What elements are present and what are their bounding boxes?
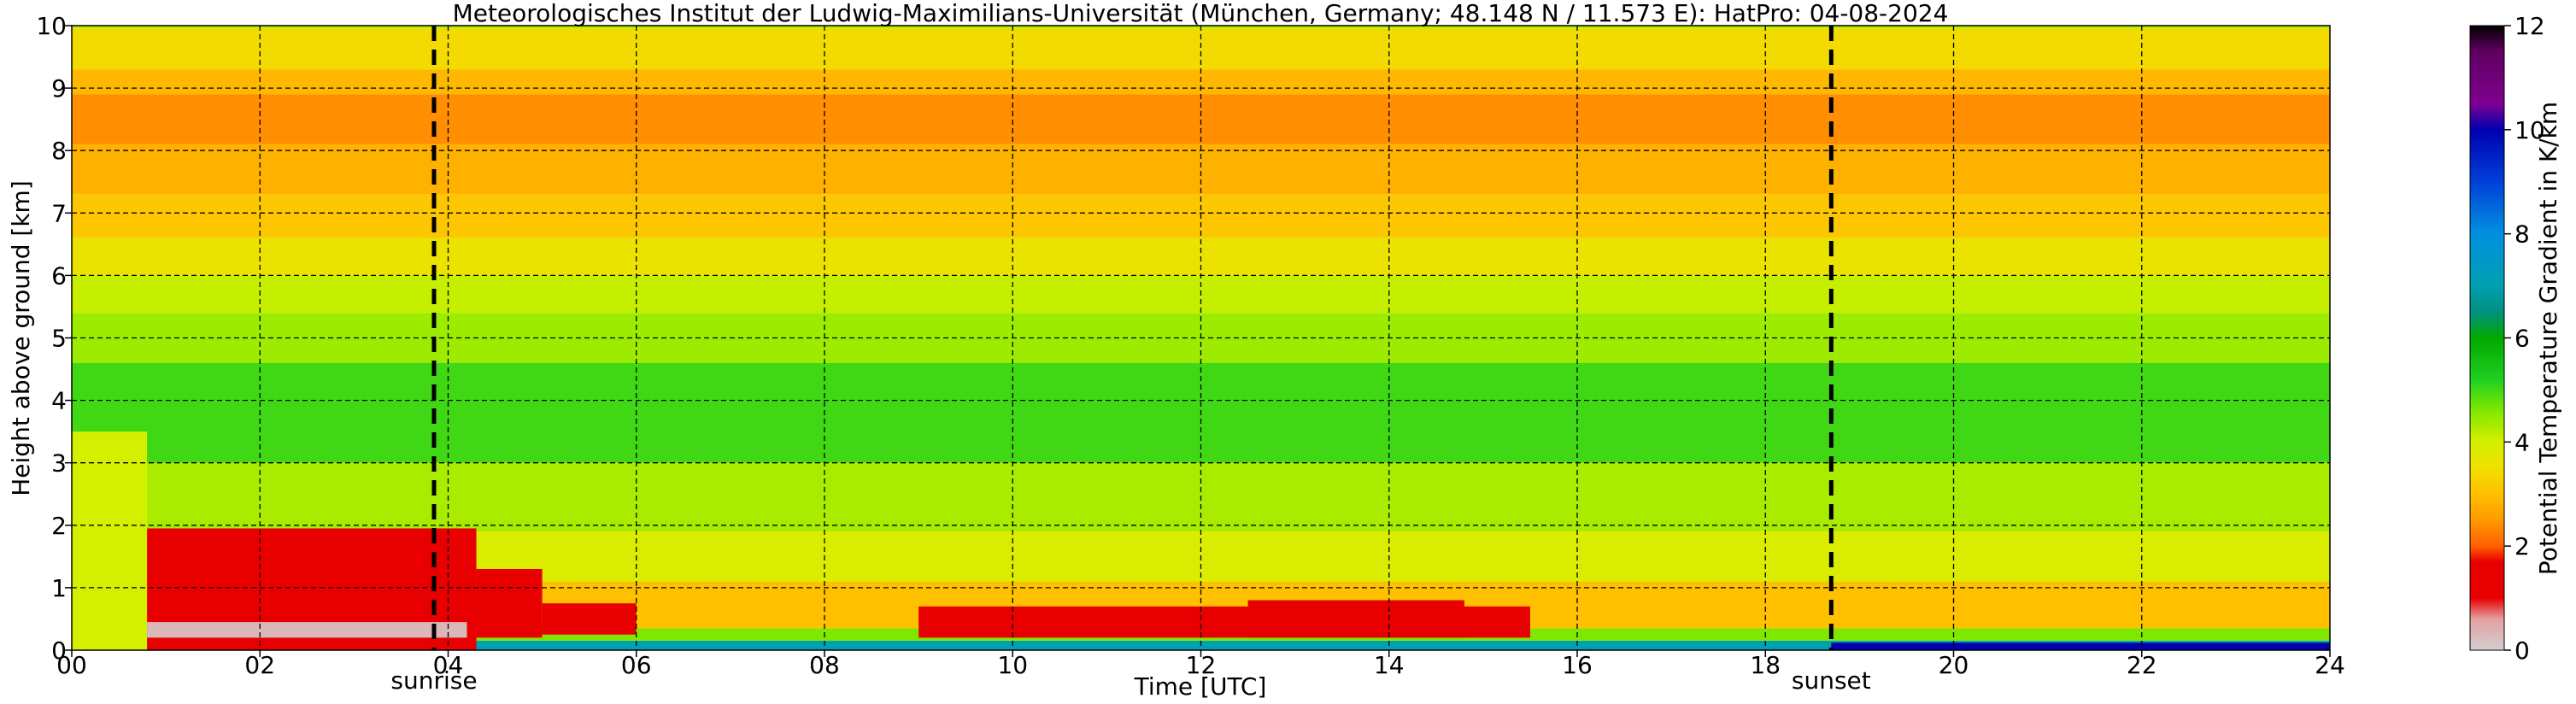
x-axis-label: Time [UTC] [1134,672,1267,701]
colorbar-ticks: 0 2 4 6 8 10 12 [2504,12,2545,665]
x-tick-label: 08 [809,651,840,679]
y-tick-label: 3 [51,449,67,478]
x-tick-label: 12 [1186,651,1217,679]
x-tick-label: 04 [433,651,464,679]
x-tick-label: 16 [1562,651,1593,679]
x-tick-label: 14 [1374,651,1405,679]
event-label-sunrise: sunrise [390,666,477,695]
heatmap-cell [147,622,467,638]
heatmap-cell [542,603,637,635]
colorbar-tick-label: 0 [2514,637,2530,665]
heatmap-cell [72,144,2330,195]
y-tick-label: 2 [51,512,67,540]
heatmap-cell [476,568,543,638]
y-axis-label: Height above ground [km] [7,180,35,496]
y-tick-label: 10 [36,12,67,40]
colorbar-tick-label: 2 [2514,532,2530,560]
colorbar-tick-label: 6 [2514,325,2530,353]
y-axis-ticks: 0 1 2 3 4 5 6 7 8 9 10 [36,12,72,665]
colorbar-tick-label: 12 [2514,12,2545,40]
heatmap-cell [1831,642,2330,650]
x-tick-label: 24 [2315,651,2345,679]
y-tick-label: 9 [51,74,67,103]
y-tick-label: 7 [51,199,67,227]
x-tick-label: 00 [56,651,87,679]
colorbar-label: Potential Temperature Gradient in K/km [2534,102,2562,575]
y-tick-label: 4 [51,387,67,415]
x-tick-label: 22 [2127,651,2157,679]
event-lines [431,26,1834,650]
y-tick-label: 1 [51,574,67,602]
colorbar-tick-label: 4 [2514,428,2530,456]
grid-lines [72,26,2330,650]
heatmap-cell [72,431,148,650]
y-tick-label: 8 [51,137,67,165]
colorbar [2469,25,2505,651]
event-label-sunset: sunset [1792,666,1871,695]
chart-title: Meteorologisches Institut der Ludwig-Max… [453,0,1949,27]
x-tick-label: 18 [1750,651,1781,679]
x-tick-label: 10 [997,651,1028,679]
y-tick-label: 6 [51,261,67,290]
x-tick-label: 20 [1939,651,1969,679]
x-tick-label: 06 [621,651,652,679]
x-tick-label: 02 [244,651,275,679]
heatmap-cell [1247,600,1464,638]
x-axis-ticks: 00 02 04 06 08 10 12 14 16 18 20 22 24 [56,650,2345,679]
colorbar-tick-label: 10 [2514,116,2545,144]
y-tick-label: 0 [51,637,67,665]
y-tick-label: 5 [51,325,67,353]
colorbar-tick-label: 8 [2514,220,2530,249]
event-labels: sunrise sunset [390,666,1870,695]
